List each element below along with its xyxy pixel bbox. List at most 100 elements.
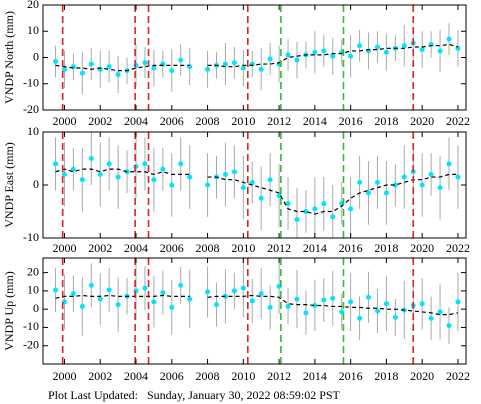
plot-area xyxy=(53,258,461,344)
data-point xyxy=(160,166,166,172)
data-point xyxy=(330,295,336,301)
data-point xyxy=(357,43,363,49)
data-point xyxy=(294,57,300,63)
x-tick-label: 2018 xyxy=(374,114,398,128)
data-point xyxy=(267,177,273,183)
data-point xyxy=(285,303,291,309)
x-tick-label: 2006 xyxy=(160,369,184,383)
x-tick-label: 2014 xyxy=(303,114,327,128)
x-tick-label: 2004 xyxy=(124,369,148,383)
data-point xyxy=(437,185,443,191)
data-point xyxy=(160,290,166,296)
data-point xyxy=(276,193,282,199)
data-point xyxy=(366,190,372,196)
x-tick-label: 2004 xyxy=(124,114,148,128)
x-tick-label: 2000 xyxy=(52,241,76,255)
x-tick-label: 2000 xyxy=(52,114,76,128)
data-point xyxy=(312,49,318,55)
data-point xyxy=(321,48,327,54)
x-tick-label: 2012 xyxy=(267,114,291,128)
data-point xyxy=(231,60,237,66)
x-tick-label: 2010 xyxy=(231,114,255,128)
y-tick-label: 0 xyxy=(33,301,39,315)
data-point xyxy=(455,299,461,305)
y-tick-label: 0 xyxy=(33,177,39,191)
y-tick-label: 0 xyxy=(33,49,39,63)
footer: Plot Last Updated: Sunday, January 30, 2… xyxy=(48,388,341,402)
x-tick-label: 2020 xyxy=(410,114,434,128)
data-point xyxy=(258,66,264,72)
data-point xyxy=(437,48,443,54)
data-point xyxy=(428,315,434,321)
data-point xyxy=(187,296,193,302)
data-point xyxy=(106,287,112,293)
x-tick-label: 2014 xyxy=(303,369,327,383)
data-point xyxy=(321,297,327,303)
data-point xyxy=(106,161,112,167)
data-point xyxy=(142,60,148,66)
y-axis-label: VNDP North (mm) xyxy=(2,11,16,104)
x-tick-label: 2002 xyxy=(88,369,112,383)
data-point xyxy=(88,61,94,67)
data-point xyxy=(205,289,211,295)
data-point xyxy=(133,62,139,68)
data-point xyxy=(401,174,407,180)
data-point xyxy=(374,44,380,50)
data-point xyxy=(133,288,139,294)
y-tick-label: 10 xyxy=(27,23,39,37)
plot-area xyxy=(53,132,461,238)
data-point xyxy=(178,161,184,167)
y-tick-label: 10 xyxy=(27,124,39,138)
x-tick-label: 2008 xyxy=(196,241,220,255)
data-point xyxy=(53,287,59,293)
data-point xyxy=(97,171,103,177)
data-point xyxy=(231,288,237,294)
data-point xyxy=(392,314,398,320)
x-tick-label: 2022 xyxy=(446,114,470,128)
plot-frame xyxy=(42,257,467,365)
data-point xyxy=(61,171,67,177)
data-point xyxy=(267,304,273,310)
data-point xyxy=(53,161,59,167)
data-point xyxy=(348,299,354,305)
y-axis-label: VNDP Up (mm) xyxy=(2,271,16,351)
x-tick-label: 2012 xyxy=(267,241,291,255)
data-point xyxy=(330,214,336,220)
x-tick-label: 2002 xyxy=(88,241,112,255)
data-point xyxy=(258,291,264,297)
data-point xyxy=(419,301,425,307)
data-point xyxy=(419,182,425,188)
x-tick-label: 2002 xyxy=(88,114,112,128)
data-point xyxy=(205,182,211,188)
data-point xyxy=(79,70,85,76)
x-tick-label: 2014 xyxy=(303,241,327,255)
x-tick-label: 2016 xyxy=(339,114,363,128)
y-tick-label: -20 xyxy=(23,337,39,351)
data-point xyxy=(446,161,452,167)
plot-area xyxy=(53,23,461,95)
x-tick-label: 2022 xyxy=(446,241,470,255)
data-point xyxy=(321,201,327,207)
data-point xyxy=(348,206,354,212)
data-point xyxy=(285,201,291,207)
data-point xyxy=(79,177,85,183)
x-tick-label: 2006 xyxy=(160,114,184,128)
trend-line xyxy=(55,168,458,215)
data-point xyxy=(312,206,318,212)
data-point xyxy=(392,182,398,188)
x-tick-label: 2020 xyxy=(410,241,434,255)
data-point xyxy=(240,185,246,191)
data-point xyxy=(249,179,255,185)
data-point xyxy=(70,64,76,70)
data-point xyxy=(374,179,380,185)
data-point xyxy=(303,310,309,316)
y-tick-label: 20 xyxy=(27,0,39,11)
data-point xyxy=(169,304,175,310)
data-point xyxy=(383,190,389,196)
data-point xyxy=(240,285,246,291)
x-tick-label: 2010 xyxy=(231,369,255,383)
data-point xyxy=(446,36,452,42)
data-point xyxy=(374,308,380,314)
data-point xyxy=(294,216,300,222)
trend-line xyxy=(55,294,459,316)
